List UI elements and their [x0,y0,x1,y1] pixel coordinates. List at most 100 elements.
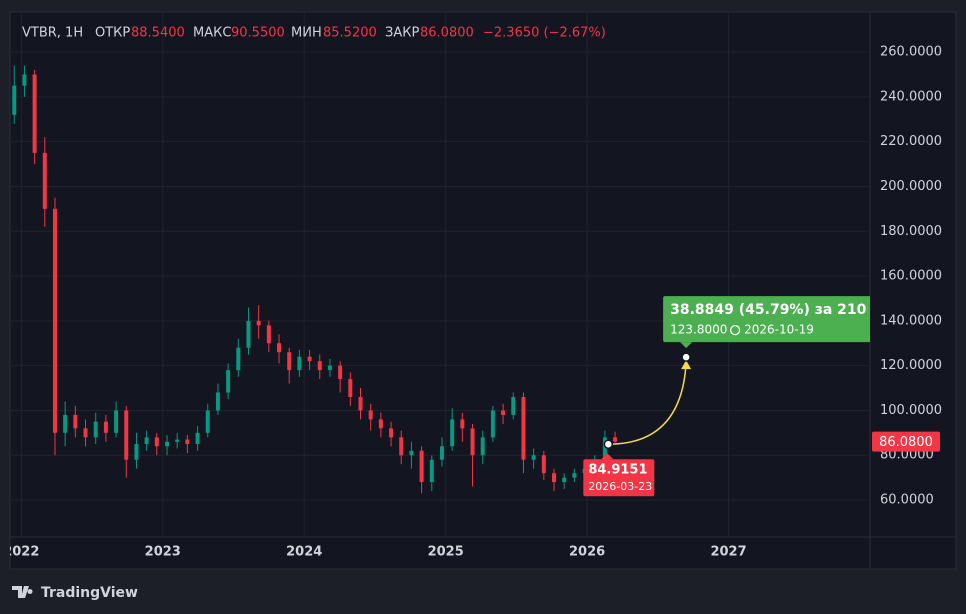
candle-body [22,74,27,86]
candle-body [246,320,251,348]
candle-body [572,473,577,478]
candle-body [307,356,312,362]
clock-icon [729,324,741,336]
candle-body [439,446,444,460]
candle-body [195,432,200,445]
last-price-label: 86.0800 [879,435,933,450]
candle-body [114,410,119,433]
candle-body [277,343,282,353]
low-label: МИН [291,26,322,41]
candle-body [501,410,506,415]
candle-body [409,450,414,456]
candle-body [511,397,516,415]
candle-body [287,352,292,371]
candle-body [63,414,68,433]
high-label: МАКС [193,26,231,41]
candle-body [297,356,302,371]
candle-body [175,439,180,442]
candle-body [521,397,526,460]
high-value: 90.5500 [231,26,285,41]
start-value: 84.9151 [588,463,647,478]
candle-body [450,419,455,447]
close-label: ЗАКР [385,26,419,41]
x-tick-label: 2024 [286,545,322,560]
chart-panel [9,11,957,570]
candle-body [399,437,404,456]
candle-body [103,421,108,433]
candle-body [470,428,475,456]
candle-body [124,410,129,460]
candle-body [226,370,231,393]
x-tick-label: 2023 [145,545,181,560]
candle-body [552,473,557,483]
candle-body [42,152,47,209]
candle-body [52,208,57,433]
end-date: 2026-10-19 [744,323,814,337]
x-tick-label: 2022 [3,545,39,560]
candle-body [460,419,465,429]
last-price-badge [872,431,940,452]
candle-body [256,320,261,326]
candle-body [358,397,363,411]
candle-body [480,437,485,456]
end-label-box [663,296,870,343]
open-value: 88.5400 [131,26,185,41]
candle-body [613,437,618,442]
y-tick-label: 100.0000 [880,403,942,418]
candle-body [12,85,17,115]
end-label-pointer [680,342,693,349]
y-tick-label: 200.0000 [880,179,942,194]
y-tick-label: 220.0000 [880,134,942,149]
candle-body [236,347,241,371]
candle-body [185,439,190,445]
candle-body [205,410,210,433]
close-value: 86.0800 [420,26,474,41]
candle-body [144,437,149,445]
candle-body [266,325,271,344]
x-tick-label: 2027 [710,545,746,560]
start-label-box [583,459,655,497]
y-tick-label: 240.0000 [880,89,942,104]
y-tick-label: 140.0000 [880,313,942,328]
candle-body [134,444,139,460]
candle-body [368,410,373,420]
y-tick-label: 120.0000 [880,358,942,373]
projection-end [681,352,691,362]
projection-change: 38.8849 (45.79%) за 210 [670,302,867,318]
candle-body [348,379,353,398]
candle-body [154,437,159,447]
candle-body [165,441,170,447]
start-label-pointer [601,453,614,460]
y-tick-label: 180.0000 [880,224,942,239]
y-tick-label: 260.0000 [880,45,942,60]
candle-body [32,74,37,153]
brand-name: TradingView [41,585,138,601]
projection-start [603,439,614,449]
low-value: 85.5200 [323,26,377,41]
candle-body [327,365,332,371]
candle-body [83,428,88,438]
start-date: 2026-03-23 [588,480,652,493]
open-label: ОТКР [95,26,130,41]
x-tick-label: 2026 [569,545,605,560]
candle-body [541,455,546,474]
candle-body [317,361,322,371]
candle-body [215,392,220,411]
candle-body [419,450,424,483]
candle-body [73,414,78,429]
candle-body [531,455,536,460]
candle-body [429,459,434,483]
y-tick-label: 60.0000 [880,493,934,508]
brand-logo[interactable]: TradingView [12,585,138,601]
end-value: 123.8000 [670,323,727,337]
candle-body [602,437,607,460]
candle-body [378,419,383,429]
candle-body [338,365,343,380]
y-tick-label: 160.0000 [880,269,942,284]
projection-curve [608,363,687,445]
candle-body [389,428,394,438]
candle-body [93,421,98,438]
symbol: VTBR, 1H [22,26,83,41]
